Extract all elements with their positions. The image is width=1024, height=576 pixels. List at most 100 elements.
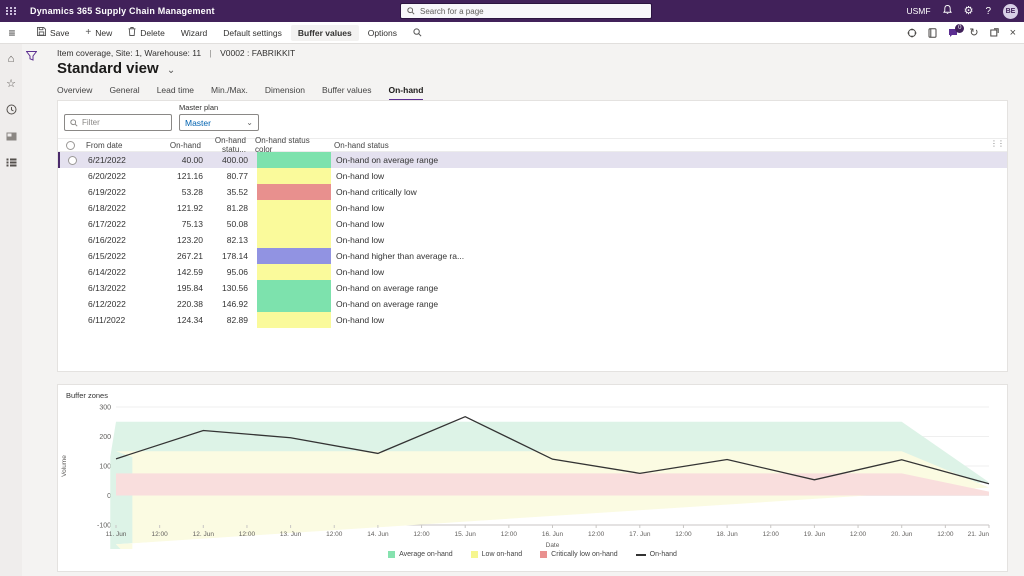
table-row[interactable]: 6/19/2022 53.28 35.52 On-hand critically lo… xyxy=(58,184,1007,200)
y-axis-label: Volume xyxy=(61,455,68,477)
svg-text:12. Jun: 12. Jun xyxy=(193,531,215,538)
col-on-hand-status-qty[interactable]: On-hand statu... xyxy=(214,136,246,154)
recent-clock-icon[interactable] xyxy=(6,104,17,118)
modules-icon[interactable] xyxy=(6,158,17,170)
grid-options-icon[interactable]: ⋮⋮ xyxy=(990,139,1005,148)
cell-on-hand: 124.34 xyxy=(177,315,203,325)
tab-dimension[interactable]: Dimension xyxy=(264,85,306,95)
cell-on-hand-status-qty: 82.13 xyxy=(226,235,248,245)
row-checkbox[interactable] xyxy=(67,155,77,165)
grid-filter-input[interactable]: Filter xyxy=(64,114,172,131)
chart-zone xyxy=(116,473,989,496)
settings-gear-icon[interactable]: ⚙ xyxy=(963,4,974,17)
waffle-menu-icon[interactable] xyxy=(0,0,22,22)
svg-text:20. Jun: 20. Jun xyxy=(891,531,913,538)
refresh-icon[interactable]: ↻ xyxy=(969,27,979,39)
breadcrumb: Item coverage, Site: 1, Warehouse: 11 | … xyxy=(57,48,295,58)
cell-status-color xyxy=(257,168,331,184)
notifications-bell-icon[interactable] xyxy=(942,2,952,20)
svg-text:21. Jun: 21. Jun xyxy=(968,531,990,538)
col-from-date[interactable]: From date xyxy=(86,140,123,150)
svg-text:13. Jun: 13. Jun xyxy=(280,531,302,538)
page-title[interactable]: Standard view ⌄ xyxy=(57,60,175,77)
legend-item-critically-low-on-hand[interactable]: Critically low on-hand xyxy=(540,551,618,558)
cell-status-color xyxy=(257,232,331,248)
table-row[interactable]: 6/21/2022 40.00 400.00 On-hand on average r… xyxy=(58,152,1007,168)
tab-overview[interactable]: Overview xyxy=(57,85,93,95)
cell-on-hand: 75.13 xyxy=(181,219,203,229)
table-row[interactable]: 6/20/2022 121.16 80.77 On-hand low xyxy=(58,168,1007,184)
command-options[interactable]: Options xyxy=(361,25,404,41)
cell-on-hand: 121.92 xyxy=(177,203,203,213)
messages-icon[interactable]: 0 xyxy=(948,23,965,38)
legend-item-on-hand[interactable]: On-hand xyxy=(635,551,677,558)
legend-swatch xyxy=(388,551,396,558)
svg-text:19. Jun: 19. Jun xyxy=(804,531,826,538)
command-buffer-values[interactable]: Buffer values xyxy=(290,24,359,41)
open-in-new-window-icon[interactable] xyxy=(989,28,999,37)
home-icon[interactable]: ⌂ xyxy=(7,53,15,65)
tab-lead-time[interactable]: Lead time xyxy=(156,85,195,95)
favorites-star-icon[interactable]: ☆ xyxy=(6,78,16,90)
cell-on-hand-status-qty: 178.14 xyxy=(222,251,248,261)
table-row[interactable]: 6/14/2022 142.59 95.06 On-hand low xyxy=(58,264,1007,280)
command-bar-items: Save + New Delete Wizard Default settings Buff… xyxy=(30,24,429,41)
chart-title: Buffer zones xyxy=(66,391,108,400)
help-icon[interactable]: ? xyxy=(985,5,991,17)
svg-text:18. Jun: 18. Jun xyxy=(716,531,738,538)
table-row[interactable]: 6/12/2022 220.38 146.92 On-hand on average … xyxy=(58,296,1007,312)
table-row[interactable]: 6/18/2022 121.92 81.28 On-hand low xyxy=(58,200,1007,216)
tab-min-max-[interactable]: Min./Max. xyxy=(211,85,248,95)
table-row[interactable]: 6/17/2022 75.13 50.08 On-hand low xyxy=(58,216,1007,232)
select-all-checkbox[interactable] xyxy=(65,140,75,150)
svg-text:12:00: 12:00 xyxy=(675,531,692,538)
buffer-zones-chart[interactable]: 300 200 100 0 -100 11. Jun 12:00 12. Jun 12:00 13… xyxy=(58,399,1003,576)
svg-text:300: 300 xyxy=(99,405,111,412)
legend-item-low-on-hand[interactable]: Low on-hand xyxy=(470,551,522,558)
page-search-input[interactable]: Search for a page xyxy=(400,3,652,19)
table-row[interactable]: 6/13/2022 195.84 130.56 On-hand on average … xyxy=(58,280,1007,296)
master-plan-combobox[interactable]: Master ⌄ xyxy=(179,114,259,131)
filter-funnel-icon[interactable] xyxy=(25,48,38,66)
legend-item-average-on-hand[interactable]: Average on-hand xyxy=(388,551,453,558)
task-guide-book-icon[interactable] xyxy=(928,27,937,38)
cell-from-date: 6/15/2022 xyxy=(88,251,126,261)
command-default-settings[interactable]: Default settings xyxy=(216,25,289,41)
svg-text:12:00: 12:00 xyxy=(152,531,169,538)
command-new[interactable]: + New xyxy=(78,24,119,41)
cell-status-color xyxy=(257,312,331,328)
col-on-hand[interactable]: On-hand xyxy=(169,140,201,150)
svg-text:14. Jun: 14. Jun xyxy=(367,531,389,538)
command-delete[interactable]: Delete xyxy=(121,24,172,41)
cell-from-date: 6/13/2022 xyxy=(88,283,126,293)
svg-text:16. Jun: 16. Jun xyxy=(542,531,564,538)
workspaces-icon[interactable] xyxy=(6,132,17,144)
chart-legend: Average on-hand Low on-hand Critically low… xyxy=(58,551,1007,558)
col-on-hand-status-color[interactable]: On-hand status color xyxy=(255,136,310,154)
cell-on-hand-status-qty: 146.92 xyxy=(222,299,248,309)
tab-on-hand[interactable]: On-hand xyxy=(388,85,424,101)
legend-label: Critically low on-hand xyxy=(551,551,618,558)
master-plan-label: Master plan xyxy=(179,103,219,112)
page-title-text: Standard view xyxy=(57,60,159,77)
command-save[interactable]: Save xyxy=(30,24,76,41)
user-avatar[interactable]: BE xyxy=(1003,3,1018,19)
tab-buffer-values[interactable]: Buffer values xyxy=(322,85,372,95)
cell-on-hand-status: On-hand higher than average ra... xyxy=(336,251,465,261)
cell-from-date: 6/19/2022 xyxy=(88,187,126,197)
cell-status-color xyxy=(257,200,331,216)
nav-hamburger-icon[interactable]: ≡ xyxy=(8,25,16,40)
personalization-icon[interactable] xyxy=(907,28,917,38)
company-selector[interactable]: USMF xyxy=(906,6,931,16)
cell-from-date: 6/16/2022 xyxy=(88,235,126,245)
command-bar-search-icon[interactable] xyxy=(406,25,429,40)
tab-general[interactable]: General xyxy=(109,85,140,95)
table-row[interactable]: 6/11/2022 124.34 82.89 On-hand low xyxy=(58,312,1007,328)
command-wizard[interactable]: Wizard xyxy=(174,25,214,41)
col-on-hand-status[interactable]: On-hand status xyxy=(334,140,389,150)
table-row[interactable]: 6/16/2022 123.20 82.13 On-hand low xyxy=(58,232,1007,248)
table-row[interactable]: 6/15/2022 267.21 178.14 On-hand higher than… xyxy=(58,248,1007,264)
cell-from-date: 6/14/2022 xyxy=(88,267,126,277)
close-icon[interactable]: × xyxy=(1009,26,1016,39)
svg-text:15. Jun: 15. Jun xyxy=(455,531,477,538)
